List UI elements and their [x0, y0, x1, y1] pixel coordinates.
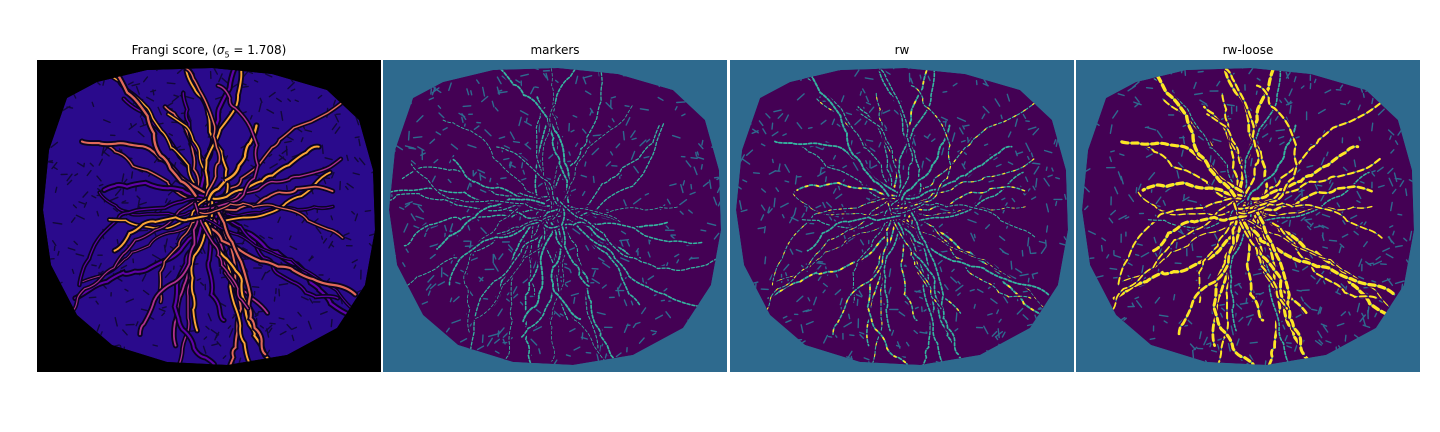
rw-loose-image [1076, 60, 1420, 372]
panel-title: markers [530, 43, 580, 57]
panel-markers: markers [383, 40, 727, 372]
markers-image [383, 60, 727, 372]
panel-title: Frangi score, (σ5 = 1.708) [131, 43, 287, 60]
panel-rw-loose: rw-loose [1076, 40, 1420, 372]
panel-title: rw-loose [1222, 43, 1274, 57]
rw-image [730, 60, 1074, 372]
panel-frangi-score: Frangi score, (σ5 = 1.708) [37, 40, 381, 372]
panel-rw: rw [730, 40, 1074, 372]
panel-title: rw [894, 43, 910, 57]
frangi-score-image [37, 60, 381, 372]
